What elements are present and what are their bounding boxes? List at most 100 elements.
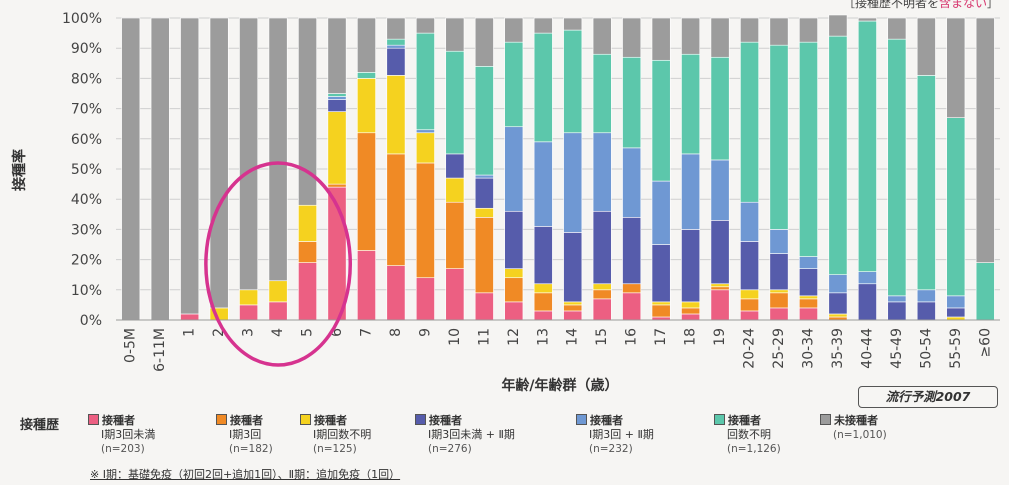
bar-segment: [474, 174, 494, 179]
bar-segment: [681, 307, 701, 315]
bar-segment: [327, 93, 347, 97]
bar-segment: [239, 17, 259, 291]
y-tick-label: 40%: [71, 192, 102, 208]
bar-segment: [504, 268, 524, 279]
bar-segment: [209, 17, 229, 309]
x-tick-label: 0-5M: [123, 328, 139, 363]
x-tick-label: 40-44: [859, 328, 875, 369]
bar-segment: [740, 41, 759, 203]
legend-swatch: [415, 414, 426, 425]
bar-segment: [445, 201, 465, 269]
legend-sub: Ⅰ期3回: [229, 428, 262, 441]
bar-segment: [916, 289, 936, 303]
bar-segment: [386, 44, 406, 49]
x-tick-label: 45-49: [889, 328, 905, 369]
x-tick-label: 12: [506, 328, 522, 346]
bar-segment: [474, 17, 494, 67]
bar-segment: [504, 126, 524, 212]
bar-segment: [533, 141, 553, 227]
legend-swatch: [714, 414, 725, 425]
x-tick-label: 16: [624, 328, 640, 346]
bar-segment: [327, 111, 347, 185]
bar-segment: [857, 17, 877, 22]
legend-item: 接種者 Ⅰ期3回未満 + Ⅱ期 (n=276): [415, 414, 515, 456]
bar-segment: [769, 229, 789, 254]
bar-segment: [710, 283, 730, 288]
bar-segment: [327, 183, 347, 188]
bar-segment: [651, 17, 671, 61]
bar-segment: [386, 153, 406, 266]
bar-segment: [386, 47, 406, 76]
legend-item: 接種者 Ⅰ期3回 + Ⅱ期 (n=232): [576, 414, 654, 456]
y-axis-title: 接種率: [11, 149, 28, 191]
x-tick-label: 20-24: [742, 328, 758, 369]
legend-n: (n=182): [229, 443, 273, 455]
bar-segment: [769, 292, 789, 309]
bar-segment: [710, 17, 730, 58]
legend-n: (n=232): [589, 443, 633, 455]
bar-segment: [916, 75, 936, 291]
bar-segment: [651, 301, 671, 306]
bar-segment: [622, 283, 642, 294]
bar-segment: [710, 289, 730, 321]
legend-swatch: [820, 414, 831, 425]
x-tick-label: 30-34: [800, 328, 816, 369]
bar-segment: [533, 32, 553, 143]
bar-segment: [622, 217, 642, 285]
bar-segment: [533, 17, 553, 34]
legend-n: (n=1,126): [727, 443, 781, 455]
bar-segment: [474, 217, 494, 294]
bar-segment: [799, 298, 818, 309]
x-tick-label: 6: [329, 328, 345, 337]
legend-label: 未接種者: [834, 414, 878, 427]
bar-segment: [592, 289, 612, 300]
bar-segment: [740, 289, 759, 300]
bar-segment: [445, 17, 465, 52]
y-tick-label: 10%: [71, 283, 102, 299]
bar-segment: [946, 307, 966, 318]
legend-label: 接種者: [590, 414, 623, 427]
bar-segment: [592, 17, 612, 55]
bar-segment: [622, 292, 642, 321]
highlight-ellipse: [204, 161, 353, 367]
x-tick-label: 4: [270, 328, 286, 337]
bar-segment: [828, 274, 848, 294]
legend-n: (n=276): [428, 443, 472, 455]
legend-sub: Ⅰ期3回 + Ⅱ期: [589, 428, 654, 441]
y-tick-label: 100%: [62, 11, 102, 27]
x-tick-label: 50-54: [918, 328, 934, 369]
bar-segment: [740, 241, 759, 291]
bar-segment: [504, 17, 524, 43]
legend-label: 接種者: [314, 414, 347, 427]
bar-segment: [681, 53, 701, 155]
x-tick-label: 17: [653, 328, 669, 346]
bar-segment: [769, 307, 789, 321]
bar-segment: [916, 301, 936, 321]
bar-segment: [533, 226, 553, 285]
bar-segment: [710, 56, 730, 161]
chart-svg: 0% 10% 20% 30% 40% 50% 60% 70% 80% 90% 100% 接種率 0-5M…: [11, 11, 1000, 394]
x-tick-label: 8: [388, 328, 404, 337]
bar-segment: [415, 277, 435, 321]
bar-segment: [740, 17, 759, 43]
bar-segment: [357, 132, 376, 251]
bar-segment: [180, 313, 200, 321]
bar-segment: [622, 56, 642, 149]
bar-segment: [563, 304, 583, 312]
bar-segment: [415, 162, 435, 279]
x-tick-label: 25-29: [771, 328, 787, 369]
corner-note: ［接種歴不明者を含まない］: [843, 0, 999, 11]
bar-segment: [740, 201, 759, 242]
bar-segment: [592, 298, 612, 321]
x-tick-label: 14: [565, 328, 581, 346]
corner-note-highlight: 含まない: [938, 0, 987, 10]
bar-segment: [681, 17, 701, 55]
bar-segment: [592, 53, 612, 134]
bar-segment: [563, 132, 583, 233]
bar-segment: [769, 17, 789, 46]
bar-segment: [946, 17, 966, 118]
bar-segment: [887, 17, 907, 40]
bar-segment: [799, 307, 818, 321]
bar-segment: [298, 262, 317, 321]
